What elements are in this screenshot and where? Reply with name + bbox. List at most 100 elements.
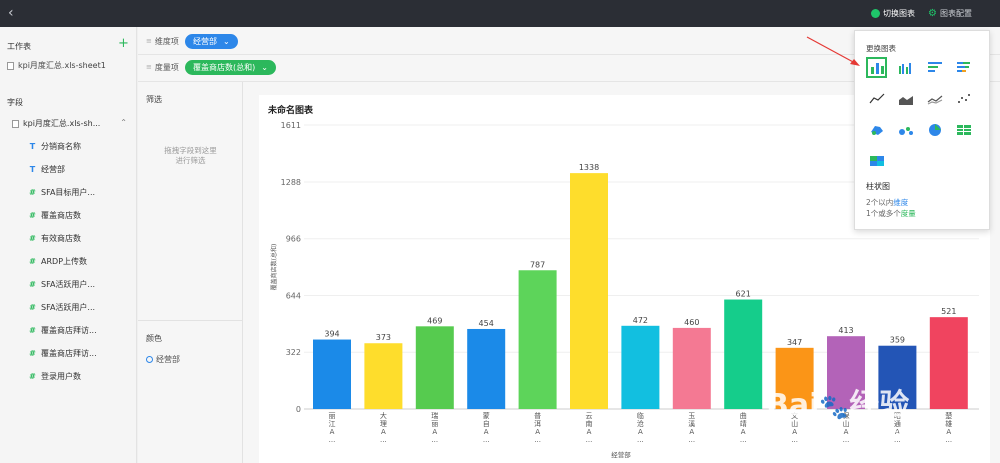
x-tick-label: 雄 [945, 419, 952, 428]
filter-pane[interactable]: 筛选 拖拽字段到这里 进行筛选 颜色 经营部 [138, 82, 243, 463]
x-tick-label: ... [945, 436, 952, 444]
bar[interactable] [467, 328, 506, 409]
field-label: 有效商店数 [41, 234, 81, 243]
x-tick-label: A [484, 428, 489, 436]
x-tick-label: A [587, 428, 592, 436]
bar[interactable] [878, 345, 917, 409]
grip-icon: ≡ [146, 63, 152, 71]
fields-title: 字段 [7, 98, 23, 107]
field-item[interactable]: # ARDP上传数 [29, 256, 87, 267]
bar[interactable] [621, 325, 660, 409]
field-label: SFA活跃用户... [41, 303, 96, 312]
chart-config-label: 图表配置 [939, 9, 972, 18]
map-chart-type-button[interactable] [866, 119, 887, 140]
y-tick-label: 322 [286, 348, 301, 357]
pie-icon [928, 124, 941, 136]
bar[interactable] [672, 327, 711, 409]
heatmap-chart-type-button[interactable] [866, 150, 887, 171]
x-tick-label: ... [740, 436, 747, 444]
req-mea: 度量 [900, 209, 916, 218]
switch-chart-button[interactable]: 切换图表 [871, 8, 915, 19]
bar[interactable] [518, 270, 557, 409]
chart-config-button[interactable]: ⚙ 图表配置 [928, 8, 972, 19]
x-tick-label: 大 [380, 411, 387, 420]
x-tick-label: A [330, 428, 335, 436]
bubble-map-chart-type-button[interactable] [895, 119, 916, 140]
field-item[interactable]: T 经营部 [29, 164, 65, 175]
bar[interactable] [827, 336, 865, 409]
field-item[interactable]: # 覆盖商店拜访... [29, 348, 97, 359]
number-type-icon: # [29, 211, 36, 220]
bar[interactable] [313, 339, 351, 409]
field-group-label: kpi月度汇总.xls-sh... [23, 119, 101, 128]
y-tick-label: 0 [296, 405, 301, 414]
filter-hint: 拖拽字段到这里 进行筛选 [138, 146, 243, 166]
bar[interactable] [364, 343, 403, 409]
x-tick-label: 通 [894, 419, 901, 428]
measure-pill[interactable]: 覆盖商店数(总和) ⌄ [185, 59, 276, 75]
color-field[interactable]: 经营部 [146, 354, 180, 365]
x-tick-label: 沧 [637, 419, 644, 428]
switch-chart-label: 切换图表 [883, 9, 915, 18]
x-tick-label: ... [534, 436, 541, 444]
scatter-chart-type-button[interactable] [953, 88, 974, 109]
table-chart-type-button[interactable] [953, 119, 974, 140]
x-tick-label: ... [843, 436, 850, 444]
chevron-down-icon: ⌄ [223, 36, 230, 46]
line-chart-type-button[interactable] [866, 88, 887, 109]
field-item[interactable]: # SFA活跃用户... [29, 302, 95, 313]
shelf-divider [138, 81, 1000, 82]
bar-chart-type-button[interactable] [866, 57, 887, 78]
x-tick-label: 江 [329, 420, 336, 428]
chevron-up-icon: ⌃ [120, 118, 127, 127]
bar[interactable] [570, 173, 608, 409]
field-item[interactable]: # 登录用户数 [29, 371, 81, 382]
x-tick-label: A [638, 428, 643, 436]
back-button[interactable]: ‹ [8, 5, 14, 21]
x-tick-label: 靖 [740, 419, 747, 428]
multi-line-chart-type-button[interactable] [924, 88, 945, 109]
pie-chart-type-button[interactable] [924, 119, 945, 140]
number-type-icon: # [29, 303, 36, 312]
field-item[interactable]: # 有效商店数 [29, 233, 81, 244]
field-group[interactable]: kpi月度汇总.xls-sh... ⌃ [12, 118, 130, 129]
x-tick-label: ... [637, 436, 644, 444]
bar[interactable] [724, 299, 763, 409]
chart-title[interactable]: 未命名图表 [268, 106, 314, 116]
x-tick-label: A [792, 428, 797, 436]
grouped-bar-chart-type-button[interactable] [895, 57, 916, 78]
x-tick-label: 山 [843, 419, 850, 428]
sheet-item[interactable]: kpi月度汇总.xls-sheet1 [7, 60, 106, 71]
y-tick-label: 644 [286, 291, 301, 300]
measure-shelf: ≡ 度量项 覆盖商店数(总和) ⌄ [138, 55, 1000, 79]
bar[interactable] [775, 347, 814, 409]
field-item[interactable]: # 覆盖商店数 [29, 210, 81, 221]
stacked-horizontal-bar-chart-type-button[interactable] [953, 57, 974, 78]
bar-icon [870, 63, 884, 74]
gear-icon: ⚙ [928, 8, 937, 19]
field-item[interactable]: # SFA目标用户... [29, 187, 95, 198]
field-label: 覆盖商店拜访... [41, 349, 97, 358]
sheet-icon [12, 119, 19, 128]
x-tick-label: 云 [586, 412, 593, 420]
field-item[interactable]: # SFA活跃用户... [29, 279, 95, 290]
dimension-pill[interactable]: 经营部 ⌄ [185, 33, 238, 49]
horizontal-bar-chart-type-button[interactable] [924, 57, 945, 78]
plus-icon[interactable]: + [118, 36, 129, 51]
x-tick-label: 楚 [945, 411, 952, 420]
area-chart-type-button[interactable] [895, 88, 916, 109]
number-type-icon: # [29, 280, 36, 289]
measure-requirement: 1个或多个度量 [866, 208, 916, 219]
x-tick-label: 南 [586, 419, 593, 428]
chart-icon [871, 9, 880, 18]
x-tick-label: 曲 [740, 411, 747, 420]
field-item[interactable]: T 分销商名称 [29, 141, 81, 152]
bar[interactable] [929, 317, 968, 409]
field-item[interactable]: # 覆盖商店拜访... [29, 325, 97, 336]
req-mea-prefix: 1个或多个 [866, 209, 901, 218]
divider [138, 320, 243, 321]
bar[interactable] [415, 326, 454, 409]
filter-hint-line1: 拖拽字段到这里 [164, 146, 217, 155]
data-label: 454 [479, 319, 494, 328]
map-icon [870, 126, 883, 135]
